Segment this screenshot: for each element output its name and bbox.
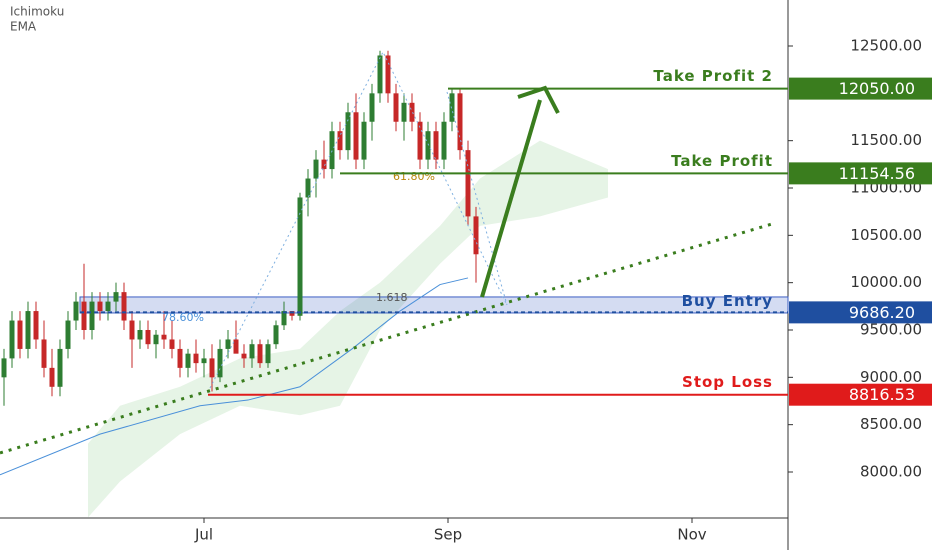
x-tick-label: Sep (434, 526, 462, 544)
fib-drawing (446, 91, 508, 306)
candle-body (425, 131, 431, 160)
fib-label: 61.80% (393, 170, 435, 183)
candle-body (417, 121, 423, 160)
candle-body (169, 339, 175, 349)
candle-body (73, 301, 79, 321)
candle-body (49, 367, 55, 387)
indicator-label: EMA (10, 20, 37, 34)
y-tick-label: 11500.00 (850, 131, 922, 149)
candle-body (121, 292, 127, 321)
plot-area (0, 50, 789, 518)
fib-drawing (209, 50, 508, 389)
candle-body (465, 150, 471, 217)
level-price-label: 12050.00 (839, 79, 915, 98)
candle-body (25, 311, 31, 349)
candle-body (457, 93, 463, 151)
candle-body (9, 320, 15, 359)
y-tick-label: 10500.00 (850, 226, 922, 244)
candle-body (145, 329, 151, 345)
y-tick-label: 12500.00 (850, 37, 922, 55)
candle-body (65, 320, 71, 349)
candle-body (201, 358, 207, 364)
candle-body (441, 121, 447, 160)
level-name: Stop Loss (682, 373, 773, 391)
candle-body (337, 131, 343, 151)
level-name: Take Profit 2 (653, 67, 773, 85)
fib-label: 1.618 (376, 291, 408, 304)
candle-body (281, 311, 287, 326)
ema-line (0, 277, 469, 476)
candle-body (297, 197, 303, 316)
candle-body (153, 334, 159, 345)
candle-body (241, 353, 247, 359)
candle-body (313, 159, 319, 179)
candle-body (377, 55, 383, 94)
y-tick-label: 9500.00 (860, 320, 922, 338)
candle-body (177, 348, 183, 368)
level-price-box (789, 162, 932, 185)
candle-body (33, 311, 39, 340)
candle-body (97, 301, 103, 312)
level-price-box (789, 77, 932, 100)
candle-body (345, 112, 351, 151)
candle-body (249, 344, 255, 359)
candle-body (89, 301, 95, 330)
candle-body (81, 301, 87, 330)
candle-body (193, 353, 199, 364)
candle-body (449, 93, 455, 122)
candle-body (185, 353, 191, 368)
ichimoku-cloud (88, 140, 608, 518)
candle-body (217, 348, 223, 378)
candle-body (393, 93, 399, 122)
level-price-box (789, 301, 932, 324)
candle-body (305, 178, 311, 198)
candle-body (105, 301, 111, 312)
candle-body (385, 55, 391, 94)
candle-body (473, 216, 479, 255)
candle-body (129, 320, 135, 340)
level-price-label: 8816.53 (849, 385, 915, 404)
level-name: Take Profit (671, 152, 773, 170)
x-tick-label: Nov (677, 526, 706, 544)
candle-body (321, 159, 327, 170)
x-tick-label: Jul (194, 526, 213, 544)
level-price-label: 9686.20 (849, 303, 915, 322)
candle-body (257, 344, 263, 364)
candle-body (329, 131, 335, 170)
candle-body (225, 339, 231, 349)
candle-body (289, 311, 295, 316)
candle-body (273, 325, 279, 345)
y-tick-label: 8500.00 (860, 415, 922, 433)
candle-body (353, 112, 359, 160)
candle-body (57, 348, 63, 387)
candle-body (265, 344, 271, 364)
candle-body (113, 292, 119, 302)
level-name: Buy Entry (682, 292, 773, 310)
y-tick-label: 10000.00 (850, 273, 922, 291)
candle-body (433, 131, 439, 160)
candle-body (401, 102, 407, 122)
candle-body (161, 334, 167, 340)
level-price-box (789, 383, 932, 406)
level-price-label: 11154.56 (839, 164, 915, 183)
candle-body (209, 358, 215, 378)
fib-label: 78.60% (162, 311, 204, 324)
candle-body (137, 329, 143, 340)
candle-body (41, 339, 47, 368)
candle-body (1, 358, 7, 378)
candle-body (409, 102, 415, 122)
candle-body (369, 93, 375, 122)
candle-body (17, 320, 23, 349)
y-tick-label: 9000.00 (860, 368, 922, 386)
indicator-label: Ichimoku (10, 5, 64, 19)
candle-body (233, 339, 239, 354)
projection-arrow (480, 99, 542, 298)
y-tick-label: 8000.00 (860, 462, 922, 480)
candle-body (361, 121, 367, 160)
